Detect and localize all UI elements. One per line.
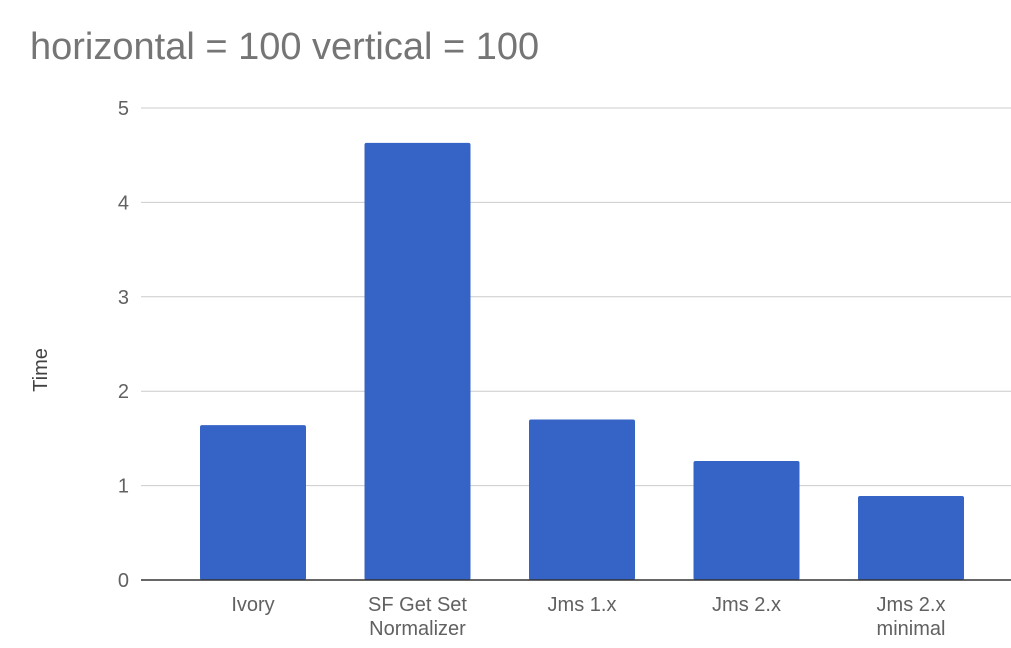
y-axis-label: Time [30,348,52,392]
x-tick-label: Ivory [231,594,274,616]
bar-5 [858,495,964,580]
x-tick-label: Jms 2.x [877,594,946,616]
chart-title: horizontal = 100 vertical = 100 [30,26,540,68]
y-tick-label: 3 [118,287,129,309]
bar-2 [364,142,471,581]
bars [200,142,964,581]
y-tick-label: 0 [118,570,129,592]
x-tick-label: minimal [877,618,946,640]
y-axis-ticks: 0 1 2 3 4 5 [118,98,129,592]
bar-3 [529,419,635,580]
x-tick-label: Normalizer [369,618,466,640]
bar-1 [200,425,306,580]
y-tick-label: 5 [118,98,129,120]
bar-4 [693,461,800,580]
y-tick-label: 2 [118,381,129,403]
y-tick-label: 1 [118,476,129,498]
x-tick-label: Jms 1.x [548,594,617,616]
x-tick-label: SF Get Set [368,594,467,616]
x-tick-label: Jms 2.x [712,594,781,616]
y-tick-label: 4 [118,192,129,214]
